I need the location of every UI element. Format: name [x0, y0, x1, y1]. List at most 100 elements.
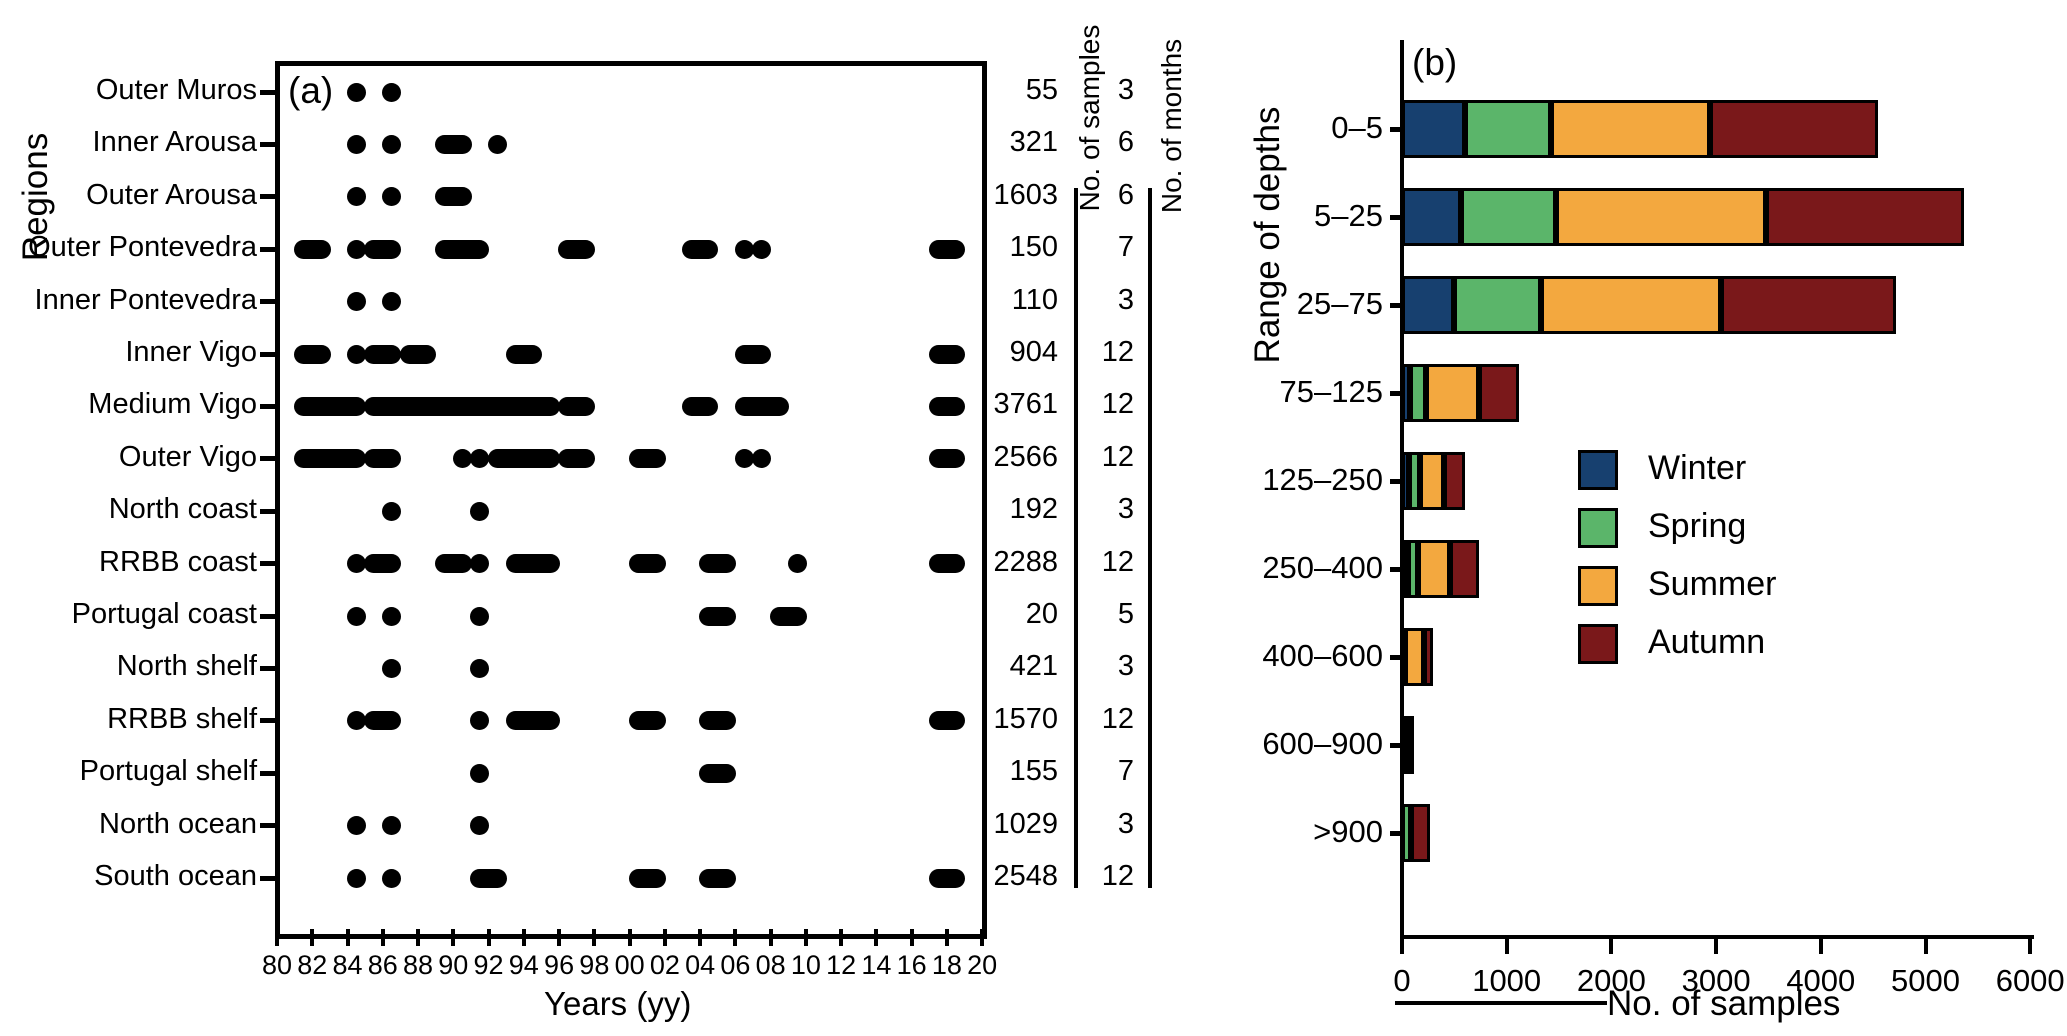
bar-segment-summer	[1417, 540, 1451, 598]
sampling-year-marker	[699, 554, 737, 574]
samples-count-value: 192	[1009, 493, 1058, 526]
x-axis-tick-label: 90	[438, 950, 469, 980]
depth-range-label: 25–75	[1296, 286, 1383, 321]
months-count-value: 3	[1117, 74, 1134, 106]
x-axis-tick-label: 84	[332, 950, 363, 980]
x-axis-tick	[909, 929, 914, 946]
sampling-year-marker	[382, 816, 402, 836]
bar-segment-winter	[1402, 276, 1455, 334]
region-row-label: North coast	[108, 493, 257, 526]
x-axis-tick	[698, 929, 703, 946]
bar-segment-autumn	[1411, 804, 1431, 862]
months-count-value: 7	[1117, 755, 1134, 788]
sampling-year-marker	[346, 711, 366, 731]
sampling-year-marker	[734, 344, 772, 364]
sampling-year-marker	[928, 554, 966, 574]
sampling-year-marker	[752, 449, 772, 469]
x-axis-tick-label: 00	[614, 950, 645, 980]
months-count-value: 6	[1117, 178, 1134, 211]
depth-range-label: 400–600	[1262, 638, 1383, 673]
sampling-year-marker	[382, 501, 402, 521]
region-axis-tick	[260, 194, 275, 200]
panel-b-label: (b)	[1412, 42, 1458, 83]
x-axis-tick	[592, 929, 597, 946]
months-count-value: 12	[1101, 336, 1134, 368]
panel-a-label: (a)	[288, 70, 334, 111]
bar-segment-spring	[1402, 804, 1412, 862]
bar-segment-summer	[1419, 452, 1444, 510]
samples-count-value: 2566	[993, 440, 1058, 473]
sampling-year-marker	[470, 711, 490, 731]
region-row-label: Inner Vigo	[125, 336, 257, 368]
sampling-year-marker	[364, 239, 402, 259]
region-axis-tick	[260, 665, 275, 671]
bar-segment-spring	[1460, 188, 1556, 246]
sampling-year-marker	[769, 606, 807, 626]
x-axis-tick	[1923, 939, 1928, 954]
x-axis-tick	[980, 929, 985, 946]
sampling-year-marker	[928, 449, 966, 469]
region-row-label: Portugal coast	[71, 598, 257, 630]
bar-segment-winter	[1402, 540, 1409, 598]
samples-count-value: 1603	[993, 178, 1058, 211]
bar-segment-autumn	[1766, 188, 1965, 246]
samples-count-value: 321	[1009, 126, 1058, 159]
sampling-year-marker	[452, 449, 472, 469]
bar-segment-spring	[1410, 364, 1427, 422]
bar-segment-spring	[1464, 100, 1551, 158]
samples-count-value: 421	[1009, 650, 1058, 683]
sampling-year-marker	[346, 344, 366, 364]
months-count-value: 12	[1101, 545, 1134, 578]
sampling-year-marker	[364, 554, 402, 574]
samples-count-value: 1570	[993, 702, 1058, 735]
samples-count-value: 2548	[993, 860, 1058, 892]
x-axis-tick-label: 80	[261, 950, 293, 980]
months-count-value: 12	[1101, 388, 1134, 421]
region-axis-tick	[260, 823, 275, 829]
x-axis-tick-label: 86	[367, 950, 398, 980]
x-axis-tick	[557, 929, 562, 946]
sampling-year-marker	[734, 449, 754, 469]
sampling-year-marker	[699, 711, 737, 731]
sampling-year-marker	[346, 187, 366, 207]
x-axis-tick	[310, 929, 315, 946]
region-row-label: North ocean	[99, 807, 257, 840]
sampling-year-marker	[487, 134, 507, 154]
sampling-year-marker	[928, 711, 966, 731]
bar-segment-summer	[1426, 364, 1480, 422]
sampling-year-marker	[699, 606, 737, 626]
x-axis-tick-label: 16	[896, 950, 927, 980]
sampling-year-marker	[382, 82, 402, 102]
x-axis-tick	[944, 929, 949, 946]
legend-label-autumn: Autumn	[1648, 623, 1766, 661]
legend-label-winter: Winter	[1648, 449, 1747, 487]
legend-swatch-spring	[1578, 508, 1618, 548]
legend-swatch-winter	[1578, 450, 1618, 490]
x-axis-tick	[662, 929, 667, 946]
x-axis-tick	[275, 929, 279, 946]
depth-axis-tick	[1390, 566, 1402, 572]
x-axis-tick	[521, 929, 526, 946]
panel-b-x-axis-label: No. of samples	[1607, 984, 1841, 1023]
months-count-value: 3	[1117, 493, 1134, 526]
x-axis-tick	[1504, 939, 1509, 954]
sampling-year-marker	[364, 711, 402, 731]
legend-label-summer: Summer	[1648, 565, 1777, 603]
x-axis-tick-label: 88	[403, 950, 434, 980]
region-axis-tick	[260, 299, 275, 305]
depth-axis-tick	[1390, 830, 1402, 836]
sampling-year-marker	[470, 658, 490, 678]
sampling-year-marker	[399, 344, 437, 364]
panel-a-x-axis-label: Years (yy)	[544, 985, 692, 1022]
bar-segment-summer	[1555, 188, 1767, 246]
x-axis-tick-label: 08	[755, 950, 786, 980]
sampling-year-marker	[434, 554, 472, 574]
x-axis-tick-label: 12	[826, 950, 857, 980]
region-axis-tick	[260, 508, 275, 514]
x-axis-tick-label: 14	[861, 950, 892, 980]
samples-count-value: 20	[1025, 598, 1058, 630]
bar-segment-spring	[1409, 452, 1420, 510]
samples-count-value: 150	[1009, 231, 1058, 264]
region-axis-tick	[260, 875, 275, 881]
panel-b-x-axis-label-line	[1395, 1001, 1607, 1005]
